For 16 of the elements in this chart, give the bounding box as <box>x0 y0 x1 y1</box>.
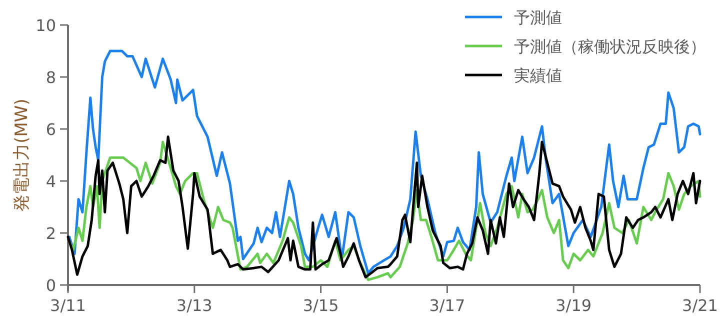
y-tick-label: 2 <box>46 224 56 243</box>
x-tick-label: 3/17 <box>429 296 466 315</box>
y-axis-title: 発電出力(MW) <box>12 98 32 212</box>
y-tick-label: 10 <box>36 16 56 35</box>
x-tick-label: 3/21 <box>682 296 718 315</box>
x-tick-label: 3/13 <box>176 296 212 315</box>
x-tick-label: 3/11 <box>50 296 86 315</box>
y-tick-label: 4 <box>46 172 56 191</box>
legend-label: 予測値 <box>514 8 562 27</box>
y-tick-label: 8 <box>46 68 56 87</box>
legend-label: 実績値 <box>514 66 562 85</box>
x-tick-label: 3/19 <box>556 296 592 315</box>
y-tick-label: 0 <box>46 276 56 295</box>
y-tick-label: 6 <box>46 120 56 139</box>
legend-label: 予測値（稼働状況反映後） <box>514 37 706 56</box>
x-tick-label: 3/15 <box>302 296 339 315</box>
